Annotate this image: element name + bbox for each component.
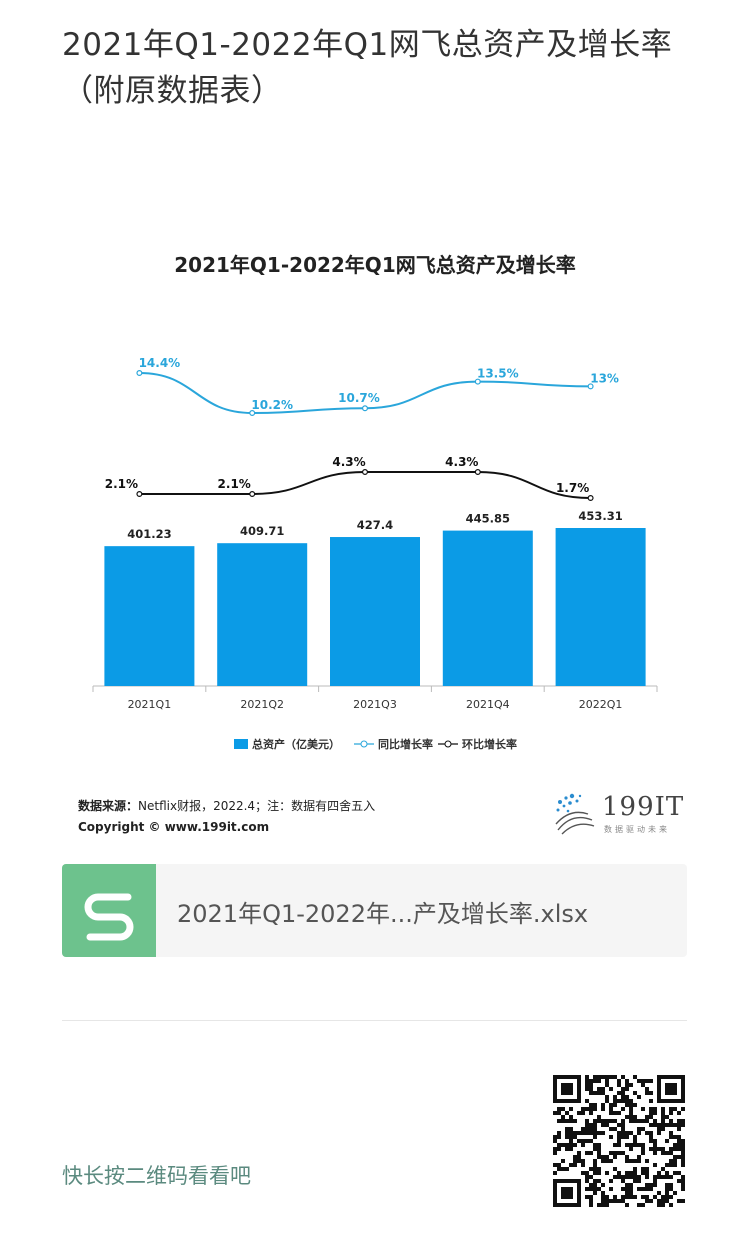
legend-yoy: 同比增长率 bbox=[378, 737, 433, 751]
attachment-file-name[interactable]: 2021年Q1-2022年...产及增长率.xlsx bbox=[177, 900, 589, 928]
qr-code[interactable] bbox=[553, 1075, 685, 1207]
attachment-file-card[interactable]: 2021年Q1-2022年...产及增长率.xlsx bbox=[62, 864, 687, 957]
yoy-growth-point bbox=[587, 383, 594, 390]
yoy-growth-point bbox=[474, 378, 481, 385]
bar-total-assets bbox=[442, 530, 533, 686]
bar-total-assets bbox=[330, 537, 420, 686]
chart-svg: 2021年Q1-2022年Q1网飞总资产及增长率 401.23 2021Q1 409.… bbox=[92, 253, 658, 751]
source-label: 数据来源： bbox=[78, 799, 139, 813]
mom-growth-point bbox=[136, 491, 143, 498]
yoy-growth-point bbox=[362, 405, 369, 412]
legend-total-assets: 总资产（亿美元） bbox=[252, 737, 340, 751]
qr-prompt-text: 快长按二维码看看吧 bbox=[62, 1164, 251, 1188]
logo-text: 199IT bbox=[602, 792, 685, 822]
mom-growth-point bbox=[474, 469, 481, 476]
mom-growth-data-label: 4.3% bbox=[332, 455, 365, 469]
yoy-growth-data-label: 13.5% bbox=[477, 367, 519, 381]
legend-mom: 环比增长率 bbox=[462, 737, 517, 751]
page-title: 2021年Q1-2022年Q1网飞总资产及增长率（附原数据表） bbox=[62, 27, 673, 109]
yoy-growth-point bbox=[249, 410, 256, 417]
bar-total-assets bbox=[555, 528, 646, 686]
chart-image[interactable]: 2021年Q1-2022年Q1网飞总资产及增长率 401.23 2021Q1 409.… bbox=[40, 220, 720, 860]
divider bbox=[62, 1020, 687, 1021]
bar-data-label: 409.71 bbox=[240, 524, 284, 538]
x-tick-label: 2022Q1 bbox=[579, 698, 623, 711]
data-source: 数据来源：Netflix财报，2022.4；注：数据有四舍五入 Copyrigh… bbox=[78, 796, 375, 838]
mom-growth-data-label: 2.1% bbox=[105, 477, 138, 491]
logo-subtitle: 数据驱动未来 bbox=[604, 825, 670, 834]
yoy-growth-point bbox=[136, 370, 143, 377]
bar-total-assets bbox=[217, 543, 308, 686]
logo-199it: 199IT 数据驱动未来 bbox=[552, 790, 685, 840]
legend-mom-marker bbox=[444, 740, 452, 748]
mom-growth-line bbox=[139, 470, 591, 499]
bar-data-label: 427.4 bbox=[357, 518, 393, 532]
x-tick-label: 2021Q1 bbox=[128, 698, 172, 711]
mom-growth-data-label: 4.3% bbox=[445, 455, 478, 469]
bar-data-label: 445.85 bbox=[466, 512, 510, 526]
bar-data-label: 453.31 bbox=[578, 509, 622, 523]
copyright-text: Copyright © www.199it.com bbox=[78, 820, 270, 834]
legend-yoy-marker bbox=[360, 740, 368, 748]
yoy-growth-data-label: 10.7% bbox=[338, 391, 380, 405]
yoy-growth-data-label: 14.4% bbox=[139, 356, 181, 370]
spreadsheet-file-icon bbox=[62, 864, 156, 957]
source-text: Netflix财报，2022.4；注：数据有四舍五入 bbox=[138, 799, 376, 813]
yoy-growth-data-label: 13% bbox=[590, 371, 619, 385]
bar-total-assets bbox=[104, 546, 195, 686]
x-tick-label: 2021Q2 bbox=[240, 698, 284, 711]
x-tick-label: 2021Q3 bbox=[353, 698, 397, 711]
mom-growth-point bbox=[249, 491, 256, 498]
x-tick-label: 2021Q4 bbox=[466, 698, 510, 711]
yoy-growth-data-label: 10.2% bbox=[251, 398, 293, 412]
mom-growth-point bbox=[362, 469, 369, 476]
legend-bar-swatch bbox=[234, 739, 248, 749]
mom-growth-data-label: 1.7% bbox=[556, 481, 589, 495]
bar-data-label: 401.23 bbox=[127, 527, 171, 541]
mom-growth-point bbox=[587, 495, 594, 502]
chart-title: 2021年Q1-2022年Q1网飞总资产及增长率 bbox=[174, 253, 575, 277]
logo-dots-icon bbox=[555, 793, 595, 835]
mom-growth-data-label: 2.1% bbox=[218, 477, 251, 491]
